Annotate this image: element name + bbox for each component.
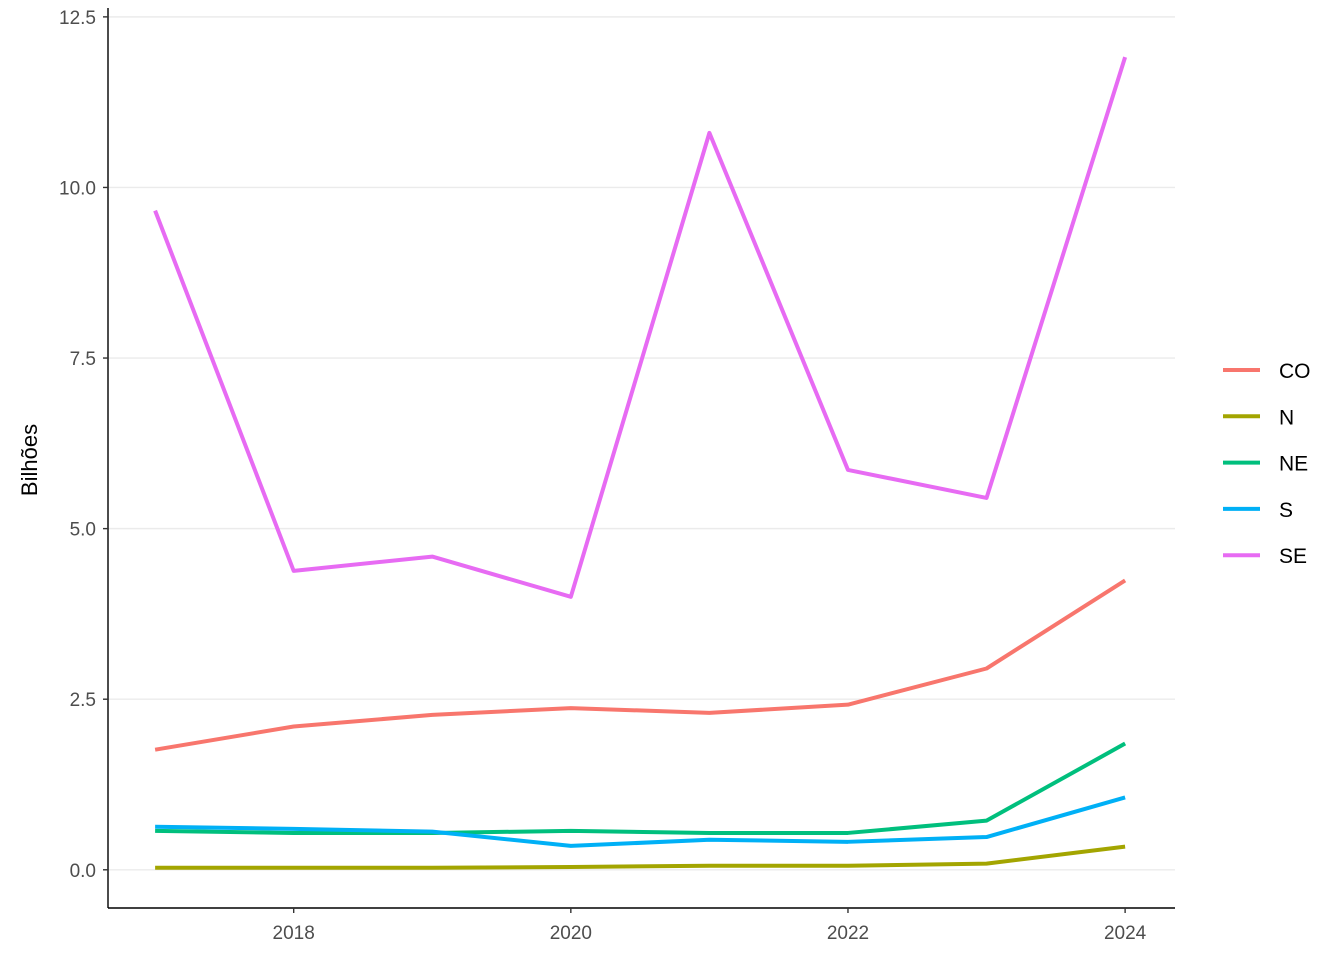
legend-label: NE (1279, 453, 1308, 476)
legend: CO N NE S SE (1223, 360, 1311, 568)
series-line-se (153, 56, 1128, 599)
x-tick-label: 2018 (273, 923, 315, 944)
legend-label: SE (1279, 545, 1307, 568)
y-tick-label: 5.0 (70, 520, 96, 541)
series-line-s (155, 795, 1126, 848)
y-tick-label: 2.5 (70, 690, 96, 711)
series-lines (153, 56, 1128, 870)
legend-label: S (1279, 499, 1293, 522)
series-line-ne (155, 741, 1127, 835)
legend-label: N (1279, 406, 1294, 429)
x-tick-label: 2022 (827, 923, 869, 944)
x-tick-label: 2024 (1104, 923, 1147, 944)
y-axis-ticks: 0.0 2.5 5.0 7.5 10.0 12.5 (59, 8, 108, 882)
x-axis-ticks: 2018 2020 2022 2024 (273, 908, 1147, 944)
y-tick-label: 0.0 (70, 861, 96, 882)
y-tick-label: 12.5 (59, 8, 96, 29)
y-tick-label: 7.5 (70, 349, 96, 370)
x-tick-label: 2020 (550, 923, 592, 944)
series-line-n (155, 844, 1126, 870)
legend-label: CO (1279, 360, 1311, 383)
gridlines (108, 16, 1175, 871)
y-tick-label: 10.0 (59, 178, 96, 199)
series-line-co (154, 578, 1127, 752)
y-axis-label: Bilhões (17, 424, 42, 496)
